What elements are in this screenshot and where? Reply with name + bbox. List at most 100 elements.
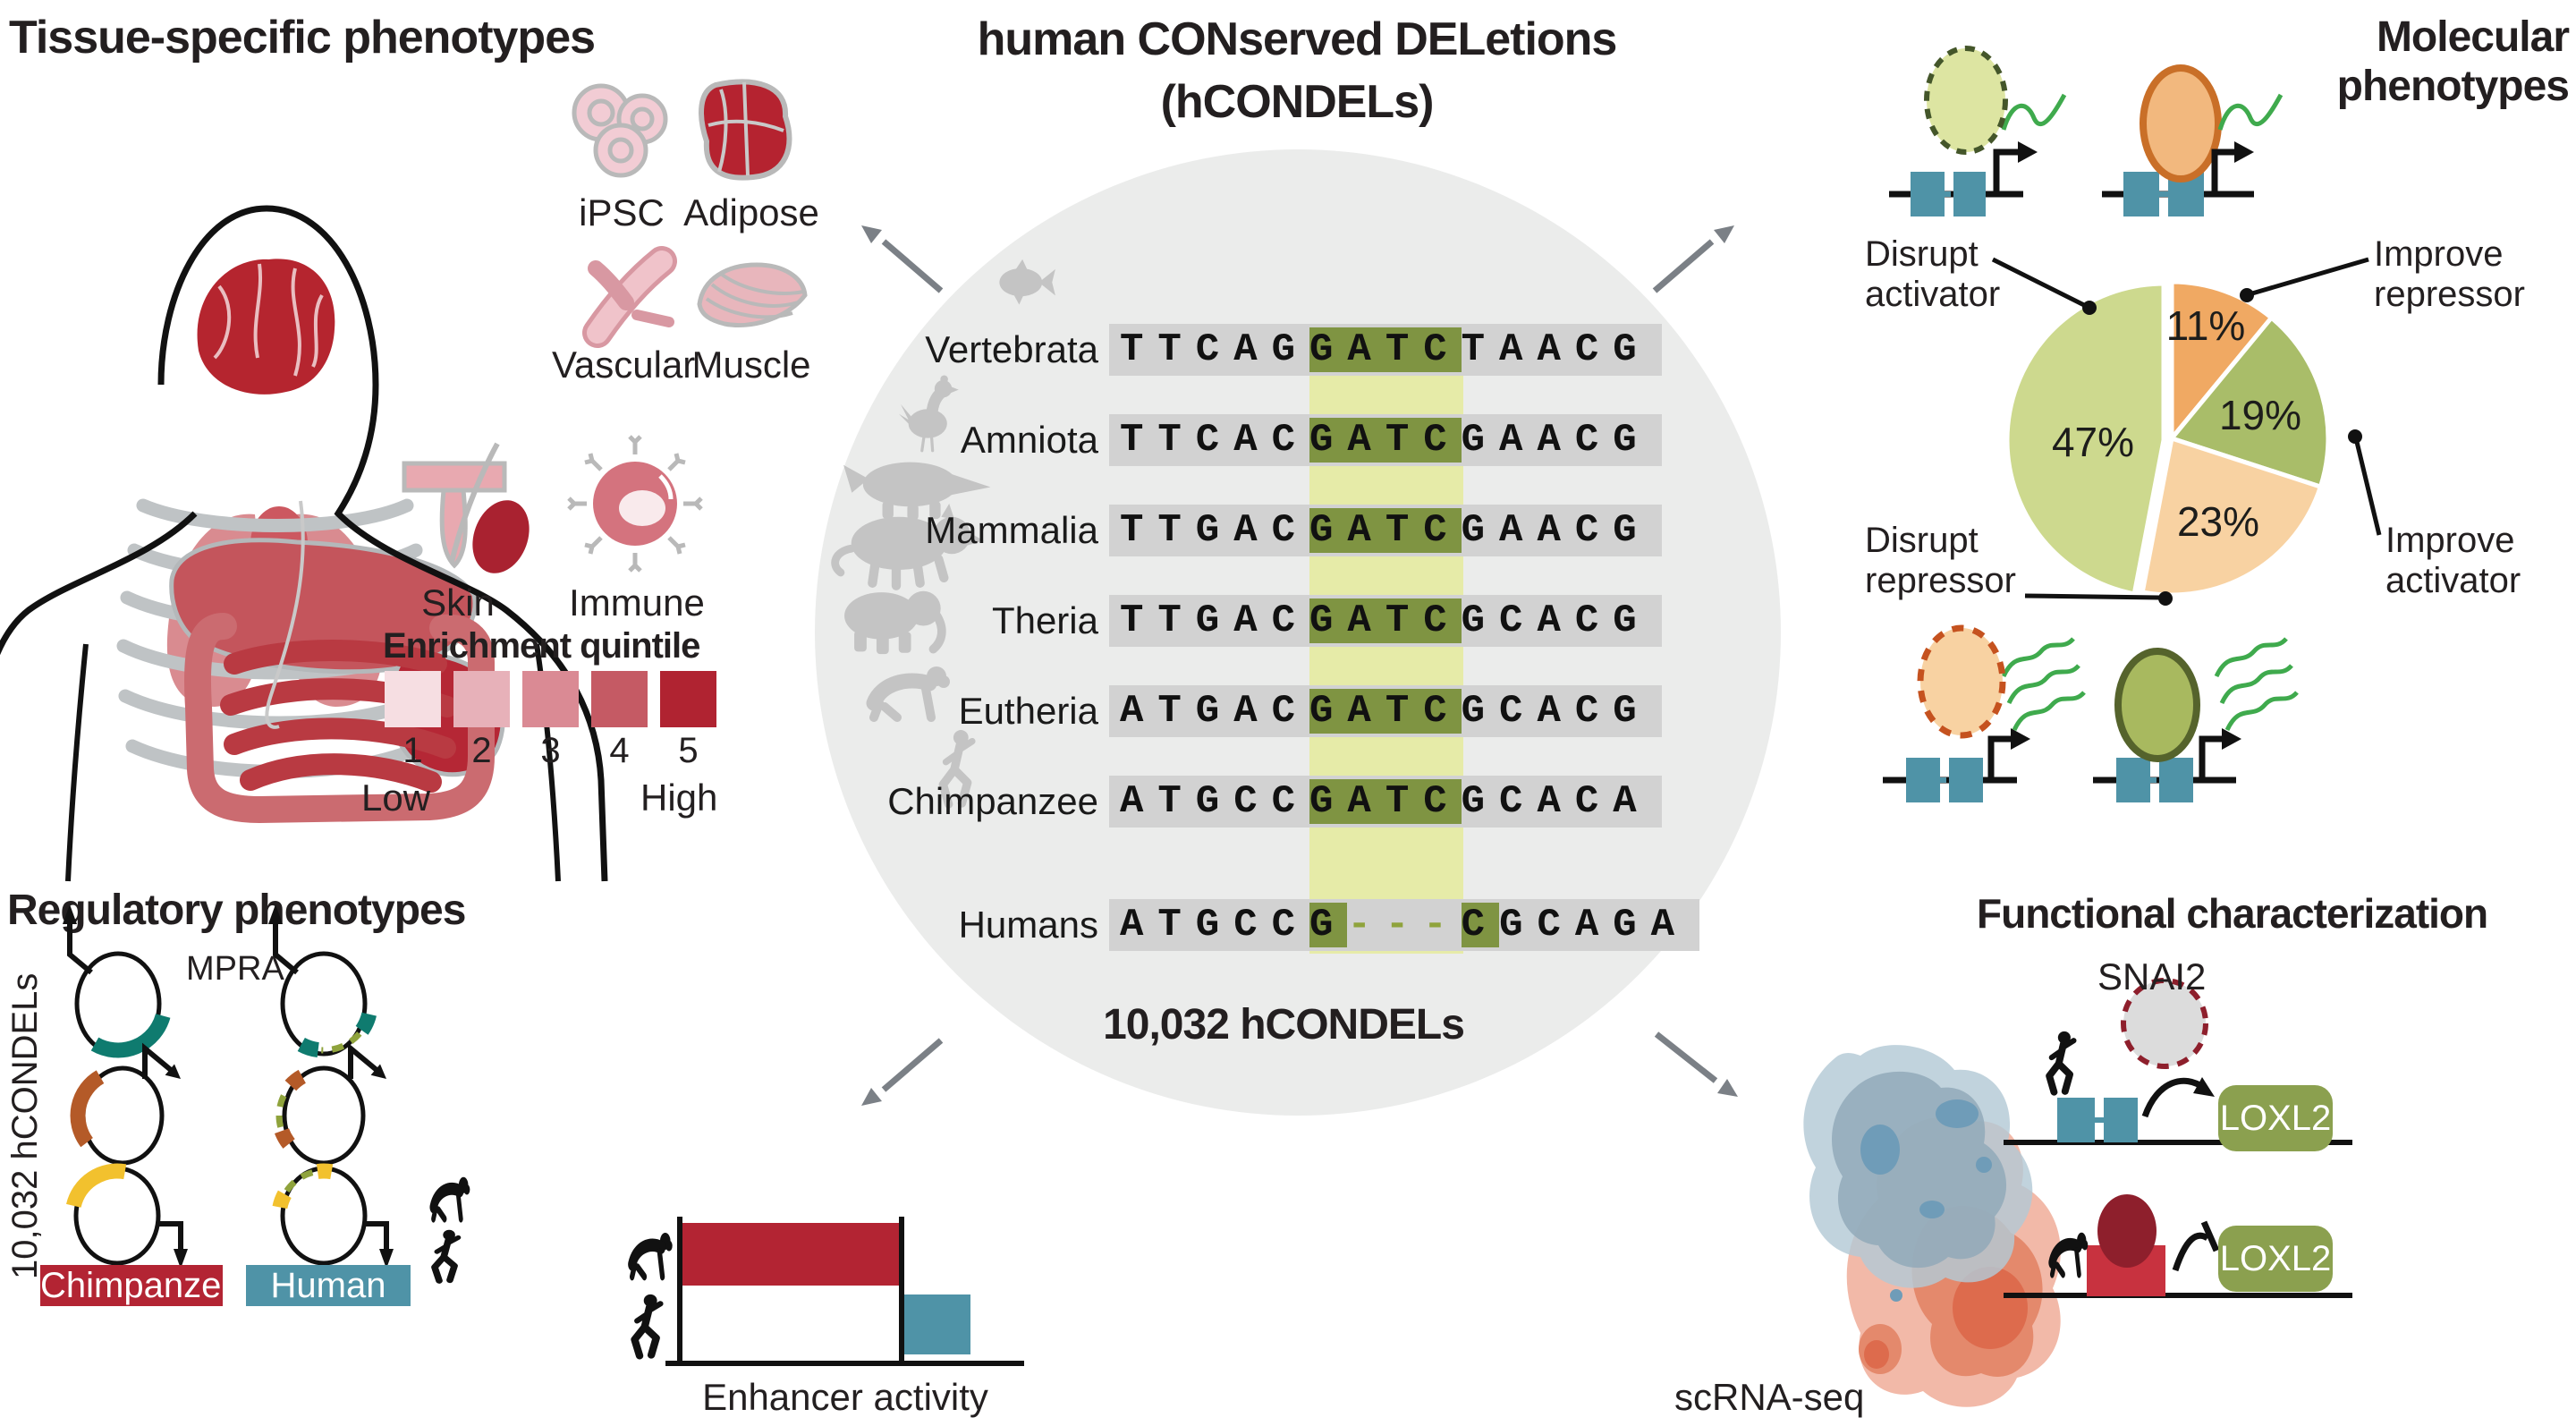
regulatory-panel-title: Regulatory phenotypes — [7, 887, 466, 934]
human-insert-teal — [297, 1012, 377, 1058]
molecular-graphics — [1883, 46, 2382, 802]
disrupted-repressor-tf — [1917, 624, 2006, 739]
chimp-insert-teal — [90, 1013, 171, 1058]
species-label: Vertebrata — [925, 328, 1098, 370]
blood-vessel-icon — [582, 246, 677, 348]
quintile-swatch-5 — [660, 671, 716, 727]
sequence-row-human-deletion: ATGCCG---CGCAGA — [1109, 899, 1700, 951]
human-insert-brown — [275, 1069, 307, 1149]
chimpanzee-icon — [2048, 1232, 2089, 1278]
pie-pct-11: 11% — [2165, 302, 2246, 349]
rna-squiggles-triple — [2214, 637, 2299, 732]
rna-squiggle — [2217, 93, 2284, 131]
human-insert-yellow — [272, 1163, 334, 1210]
chimp-insert-brown — [70, 1070, 105, 1148]
deletion-dash-brown — [275, 1086, 291, 1128]
adipose-tissue-icon — [699, 79, 792, 181]
deletion-dash-yellow — [284, 1168, 315, 1193]
pie-slice-47 — [2004, 281, 2166, 597]
quintile-low-label: Low — [361, 777, 431, 819]
quintile-tick-2: 2 — [471, 731, 492, 770]
chimpanzee-silhouette-icon — [866, 666, 950, 722]
species-label: Humans — [958, 904, 1098, 946]
sequence-row: TTCAGGATCTAACG — [1109, 324, 1662, 376]
functional-graphics — [1803, 978, 2352, 1407]
fish-silhouette-icon — [999, 259, 1055, 305]
tissue-label-muscle: Muscle — [691, 344, 811, 386]
radial-arrows — [861, 225, 1738, 1106]
promoter-arrows — [63, 904, 394, 1269]
loxl2-label-1: LOXL2 — [2219, 1099, 2332, 1138]
spleen — [472, 500, 530, 573]
tissue-label-adipose: Adipose — [683, 191, 819, 233]
scrna-umap-blob — [1803, 1045, 2061, 1407]
enrichment-legend-title: Enrichment quintile — [383, 626, 700, 666]
ipsc-cells-icon — [572, 83, 668, 178]
improved-activator-tf — [2114, 648, 2200, 762]
mpra-label: MPRA — [186, 950, 284, 988]
callout-disrupt-repressor: Disrupt repressor — [1865, 521, 2016, 600]
muscle-icon — [697, 262, 808, 328]
tissue-label-vascular: Vascular — [552, 344, 696, 386]
chimp-insert-yellow — [66, 1163, 127, 1209]
tissue-label-ipsc: iPSC — [579, 191, 665, 233]
loxl2-gene-box — [2218, 1085, 2333, 1151]
snai2-lost-tf — [2121, 978, 2208, 1069]
disrupted-activator-tf — [1924, 46, 2008, 155]
scrna-seq-label: scRNA-seq — [1674, 1376, 1865, 1418]
central-title-line2: (hCONDELs) — [1160, 76, 1435, 128]
callout-disrupt-activator: Disrupt activator — [1865, 234, 2001, 314]
chimpanzee-icon — [429, 1176, 470, 1223]
human-body-illustration — [0, 205, 608, 882]
species-label: Amniota — [960, 419, 1098, 461]
tissue-label-immune: Immune — [569, 581, 705, 624]
human-runner-silhouette-icon — [938, 730, 976, 809]
tissue-label-skin: Skin — [421, 581, 495, 624]
boar-silhouette-icon — [831, 503, 984, 590]
pie-pct-23: 23% — [2176, 498, 2260, 545]
tissue-panel-title: Tissue-specific phenotypes — [9, 12, 596, 64]
pie-slice-19 — [2169, 315, 2331, 489]
human-runner-icon — [431, 1229, 462, 1284]
loxl2-label-2: LOXL2 — [2219, 1239, 2332, 1278]
sequence-row: TTGACGATCGCACG — [1109, 595, 1662, 647]
molecular-pie-chart — [2004, 279, 2331, 598]
activation-arrow — [2141, 1077, 2207, 1118]
enhancer-activity-chart — [628, 1217, 1024, 1366]
chimp-bar — [682, 1223, 902, 1286]
functional-panel-title: Functional characterization — [1977, 890, 2488, 937]
callout-improve-repressor: Improve repressor — [2374, 234, 2525, 314]
improve-activator-diagram — [2093, 637, 2299, 802]
quintile-high-label: High — [640, 777, 718, 819]
body-leader-line — [265, 500, 305, 729]
human-runner-icon — [2046, 1031, 2077, 1096]
quintile-swatch-4 — [591, 671, 648, 727]
disrupt-repressor-diagram — [1883, 624, 2086, 802]
molecular-panel-title: Molecular phenotypes — [2336, 13, 2570, 110]
species-label: Chimpanzee — [887, 780, 1098, 822]
repressor-tf — [2097, 1194, 2157, 1268]
intestines — [183, 613, 495, 824]
improve-repressor-diagram — [2102, 64, 2284, 216]
sequence-row: TTGACGATCGAACG — [1109, 505, 1662, 556]
chicken-silhouette-icon — [898, 375, 959, 453]
human-bar — [903, 1294, 970, 1354]
callout-improve-activator: Improve activator — [2385, 521, 2521, 600]
quintile-tick-5: 5 — [678, 731, 699, 770]
chimp-loxl2-row — [2004, 1194, 2352, 1298]
human-construct-label: Human — [246, 1265, 411, 1306]
rna-squiggle — [2001, 93, 2067, 131]
pie-callout-lines — [1991, 257, 2382, 606]
brain — [197, 259, 335, 395]
species-label: Mammalia — [925, 509, 1098, 551]
hcondel-count: 10,032 hCONDELs — [1103, 1001, 1465, 1048]
pie-pct-47: 47% — [2051, 419, 2135, 465]
human-runner-icon — [631, 1294, 664, 1360]
plasmid-graphics — [63, 904, 470, 1284]
rna-squiggles-triple — [2001, 637, 2086, 732]
hair-follicle-icon — [402, 442, 507, 569]
quintile-tick-4: 4 — [609, 731, 630, 770]
species-label: Eutheria — [958, 690, 1098, 732]
loxl2-gene-box — [2218, 1226, 2333, 1292]
